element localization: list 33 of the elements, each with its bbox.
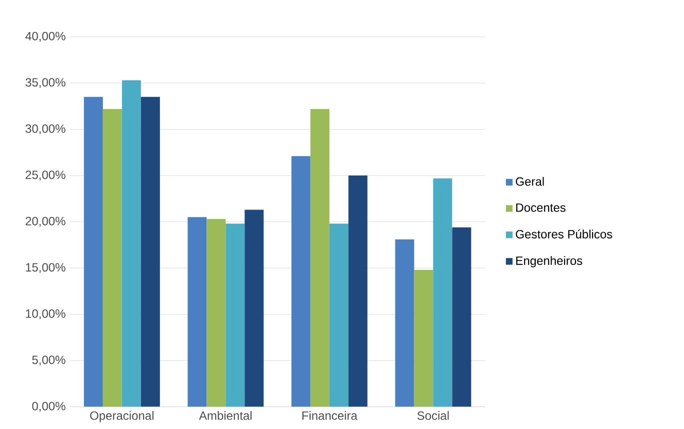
legend-label: Docentes (516, 203, 566, 212)
bar (433, 178, 452, 407)
bar (310, 108, 330, 407)
bar (84, 96, 103, 407)
bar (452, 227, 472, 407)
x-tick-label: Social (417, 411, 449, 420)
bar (140, 96, 160, 407)
y-tick-label: 40,00% (25, 32, 66, 42)
y-tick-label: 30,00% (26, 124, 66, 134)
y-tick-label: 5,00% (32, 356, 66, 366)
bar (348, 176, 368, 407)
legend-label: Gestores Públicos (516, 230, 612, 238)
legend-label: Engenheiros (516, 256, 582, 268)
y-tick-label: 10,00% (26, 309, 66, 320)
x-tick-label: Financeira (302, 411, 358, 420)
x-tick-label: Operacional (90, 411, 154, 422)
bar (414, 270, 434, 407)
bar (244, 210, 264, 407)
legend-label: Geral (516, 176, 544, 186)
bar (226, 224, 245, 407)
y-tick-label: 35,00% (26, 78, 66, 88)
y-tick-label: 25,00% (26, 170, 66, 180)
y-tick-label: 20,00% (26, 216, 66, 227)
y-tick-label: 15,00% (26, 263, 66, 273)
bar (102, 108, 122, 407)
bar (329, 224, 348, 407)
bar (122, 80, 141, 407)
x-tick-label: Ambiental (199, 411, 252, 420)
bar (188, 217, 207, 407)
bar (206, 219, 226, 407)
bar (291, 156, 310, 407)
bar (395, 239, 414, 407)
y-tick-label: 0,00% (32, 402, 66, 412)
